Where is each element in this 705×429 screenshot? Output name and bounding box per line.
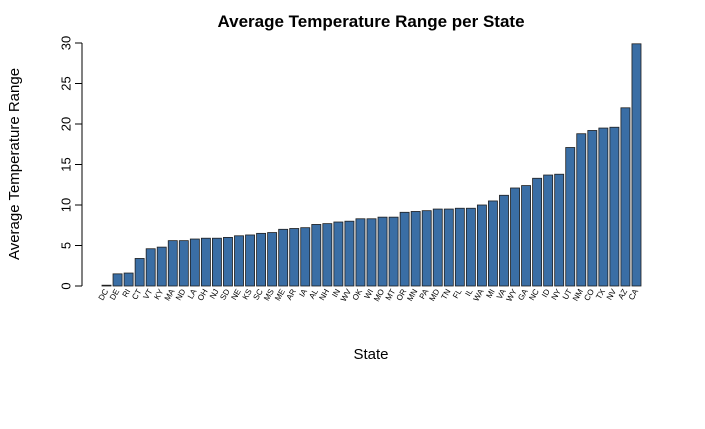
x-tick-label-tx: TX	[594, 287, 607, 301]
bar-ca	[631, 43, 642, 287]
x-tick-label-ri: RI	[121, 288, 133, 299]
bar-dc	[101, 284, 112, 287]
bar-pa	[421, 210, 432, 287]
bar-nm	[576, 133, 587, 287]
x-tick-label-ia: IA	[297, 287, 309, 299]
bar-il	[465, 207, 476, 287]
bar-sc	[256, 232, 267, 287]
bar-wi	[366, 218, 377, 287]
bar-az	[620, 107, 631, 287]
bar-ms	[267, 232, 278, 287]
bar-ia	[300, 227, 311, 287]
bar-de	[112, 273, 123, 287]
bar-la	[189, 238, 200, 287]
bar-id	[543, 174, 554, 287]
chart-title: Average Temperature Range per State	[217, 12, 524, 31]
y-axis-label: Average Temperature Range	[6, 68, 23, 260]
x-tick-label-az: AZ	[616, 287, 629, 300]
bar-ri	[123, 272, 134, 287]
bar-ut	[565, 147, 576, 287]
bar-nv	[609, 126, 620, 287]
bar-ny	[554, 173, 565, 287]
bar-sd	[223, 236, 233, 287]
y-tick-label: 25	[59, 76, 74, 90]
x-axis-label: State	[353, 346, 388, 363]
bar-or	[399, 211, 410, 287]
bar-nj	[212, 237, 222, 287]
x-tick-label-vt: VT	[142, 287, 155, 300]
bar-al	[311, 224, 322, 287]
y-axis: 0 5 10 15 20 25 30	[59, 36, 83, 290]
x-tick-label-in: IN	[330, 287, 342, 299]
bar-ma	[167, 240, 178, 287]
bar-ky	[156, 246, 167, 287]
y-tick-label: 10	[59, 198, 74, 212]
bar-me	[278, 228, 289, 287]
bar-nc	[532, 177, 543, 287]
bar-mn	[410, 211, 421, 287]
bar-mo	[377, 216, 388, 287]
bar-ne	[234, 235, 244, 287]
y-tick-label: 30	[59, 36, 74, 50]
bar-oh	[200, 237, 211, 287]
x-tick-label-id: ID	[540, 287, 552, 299]
x-tick-label-ks: KS	[241, 288, 254, 302]
bar-md	[432, 208, 443, 287]
bar-nd	[178, 240, 189, 287]
y-tick-label: 5	[59, 242, 74, 249]
bar-wv	[344, 220, 355, 287]
y-tick-label: 0	[59, 282, 74, 289]
x-tick-label-de: DE	[108, 288, 121, 302]
x-tick-label-ne: NE	[229, 288, 242, 302]
x-tick-label-tn: TN	[439, 287, 452, 301]
bar-ct	[134, 258, 145, 287]
bar-nh	[322, 223, 333, 287]
bar-fl	[454, 207, 465, 287]
x-tick-label-ar: AR	[285, 287, 298, 301]
bar-va	[499, 194, 509, 287]
bar-in	[333, 221, 344, 287]
bar-ar	[289, 228, 300, 287]
bar-mi	[488, 200, 498, 287]
bar-ks	[245, 234, 255, 287]
x-tick-label-al: AL	[307, 287, 320, 300]
bars-group	[101, 43, 642, 287]
bar-wa	[476, 204, 487, 287]
y-tick-label: 15	[59, 157, 74, 171]
bar-co	[587, 130, 598, 287]
bar-mt	[388, 216, 399, 287]
x-tick-label-nj: NJ	[208, 288, 221, 301]
x-tick-label-fl: FL	[451, 287, 464, 300]
bar-vt	[145, 248, 156, 287]
bar-tn	[443, 208, 454, 287]
x-tick-label-ct: CT	[130, 287, 143, 301]
bar-ga	[521, 185, 531, 287]
bar-tx	[598, 127, 609, 287]
bar-wy	[510, 187, 520, 287]
y-tick-label: 20	[59, 117, 74, 131]
bar-ok	[355, 218, 366, 287]
x-tick-label-wi: WI	[363, 288, 376, 301]
x-tick-label-il: IL	[463, 287, 474, 298]
x-tick-label-ca: CA	[627, 287, 641, 302]
x-tick-label-mi: MI	[484, 288, 496, 300]
